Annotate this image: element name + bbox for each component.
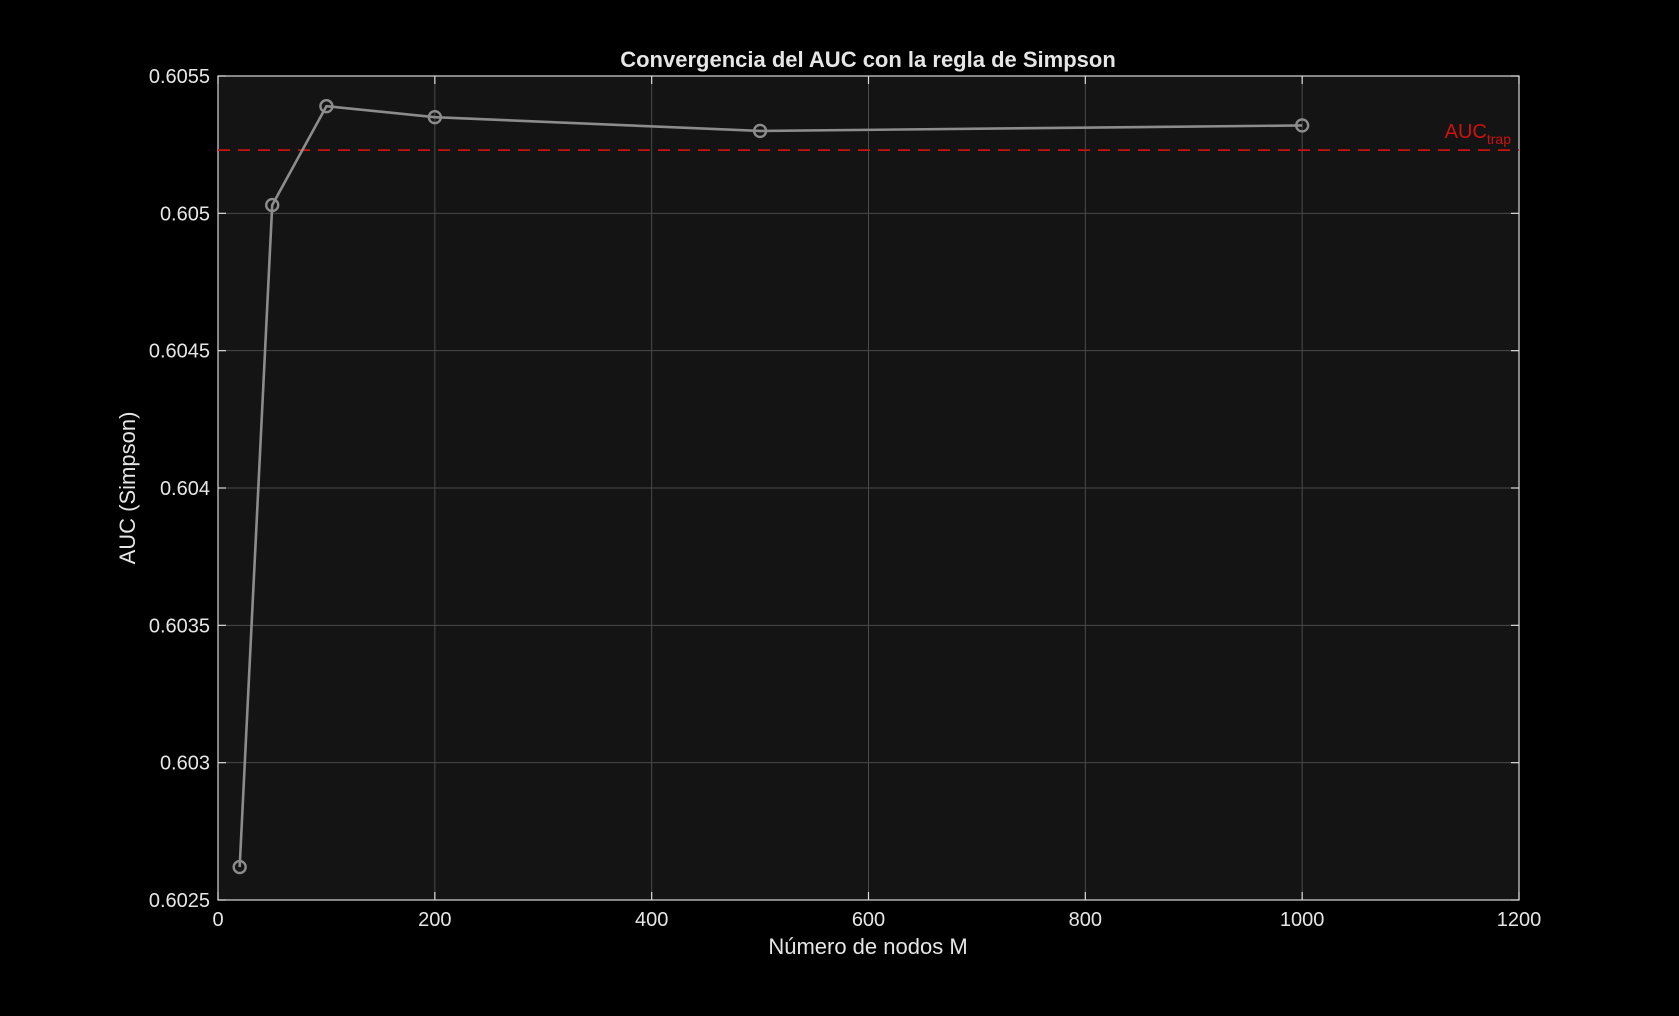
data-point-marker <box>265 197 280 213</box>
y-tick-label: 0.603 <box>160 753 210 775</box>
x-tick-label: 1000 <box>1280 909 1325 931</box>
series-group <box>232 99 1310 875</box>
data-point-marker <box>1294 118 1310 133</box>
reference-label-main: AUC <box>1445 121 1487 143</box>
x-tick-label: 600 <box>852 909 885 931</box>
y-tick-label: 0.605 <box>160 203 210 225</box>
series-line <box>238 104 1303 868</box>
y-tick-label: 0.6045 <box>149 341 210 363</box>
x-tick-label: 800 <box>1069 909 1102 931</box>
data-point-marker <box>319 99 334 114</box>
x-tick-label: 1200 <box>1497 909 1542 931</box>
y-tick-label: 0.604 <box>160 478 210 500</box>
y-tick-label: 0.6025 <box>149 890 210 912</box>
reference-line-group: AUCtrap <box>218 121 1519 152</box>
x-axis-label: Número de nodos M <box>768 934 967 959</box>
y-axis-label: AUC (Simpson) <box>115 412 140 565</box>
x-tick-label: 0 <box>212 909 223 931</box>
data-point-marker <box>427 109 443 125</box>
data-point-marker <box>232 859 247 875</box>
x-tick-label: 200 <box>418 909 451 931</box>
data-point-marker <box>752 123 768 139</box>
reference-label-subscript: trap <box>1487 131 1511 147</box>
chart-title: Convergencia del AUC con la regla de Sim… <box>620 47 1116 72</box>
y-tick-label: 0.6035 <box>149 615 210 637</box>
axis-ticks: 0 200 400 600 800 1000 1200 0.6025 0.603 0.6035 0.… <box>149 66 1541 931</box>
x-tick-label: 400 <box>635 909 668 931</box>
y-tick-label: 0.6055 <box>149 66 210 88</box>
reference-line-label: AUCtrap <box>1445 121 1512 147</box>
